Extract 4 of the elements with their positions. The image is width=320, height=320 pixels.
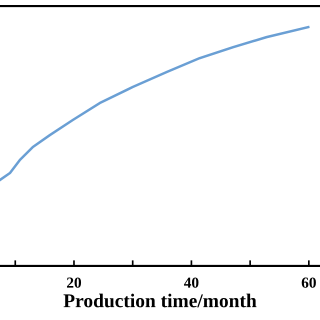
x-tick-label: 40: [184, 277, 198, 288]
x-tick-label: 60: [302, 277, 316, 288]
x-tick-label: 20: [66, 277, 82, 288]
x-axis-title: Production time/month: [64, 294, 256, 308]
